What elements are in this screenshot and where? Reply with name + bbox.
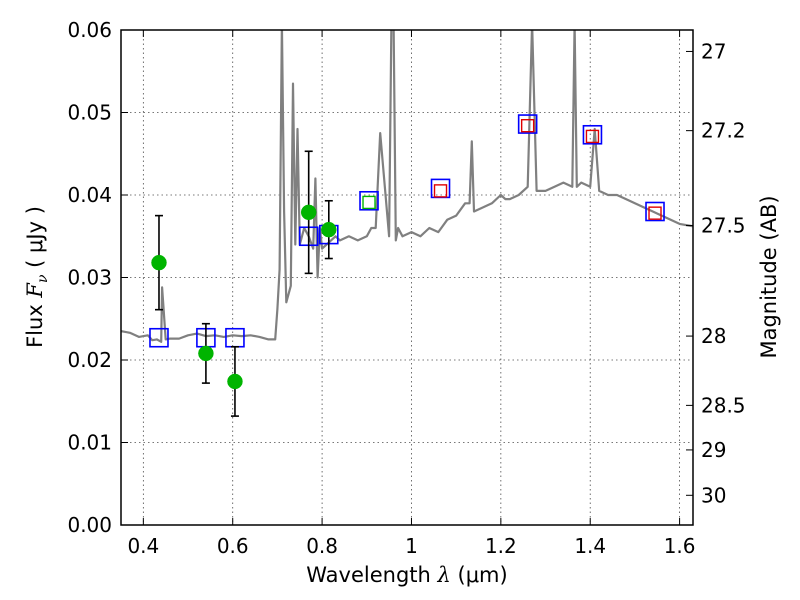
y2-tick-label: 28.5 <box>701 393 746 417</box>
observed-open-square <box>585 129 600 144</box>
observed-point <box>300 204 317 221</box>
x-tick-label: 0.4 <box>127 534 159 558</box>
observed-point <box>198 345 214 362</box>
model-spectrum-line <box>121 30 693 343</box>
model-band-flux-square <box>359 190 379 211</box>
observed-open-square <box>362 195 376 210</box>
y-tick-label: 0.05 <box>67 101 112 125</box>
x-tick-label: 1.6 <box>664 534 696 558</box>
grid <box>121 29 693 526</box>
y-tick-label: 0.02 <box>67 348 112 372</box>
x-tick-label: 1 <box>405 534 418 558</box>
y-tick-label: 0.04 <box>67 183 112 207</box>
observed-open-square <box>648 206 662 220</box>
y2-tick-label: 30 <box>701 483 726 507</box>
observed-point <box>151 254 167 271</box>
y-axis-label: Flux Fν ( μJy ) <box>23 206 51 348</box>
y-tick-label: 0.00 <box>67 513 112 537</box>
plot-area <box>121 30 693 417</box>
y2-tick-label: 27.2 <box>701 119 746 143</box>
model-band-flux-square <box>225 327 245 348</box>
y2-tick-label: 29 <box>701 438 726 462</box>
axes: 0.4 0.6 0.8 1 1.2 1.4 1.6 0.00 0.01 0.02 0.03 0.04 0… <box>67 18 745 558</box>
x-axis-label: Wavelength λ (μm) <box>306 563 507 587</box>
observed-open-square <box>520 118 535 133</box>
y2-tick-label: 27 <box>701 39 726 63</box>
observed-open-square <box>433 184 448 198</box>
y-tick-label: 0.01 <box>67 431 112 455</box>
x-tick-label: 0.8 <box>306 534 338 558</box>
y2-tick-label: 28 <box>701 324 726 348</box>
y-tick-label: 0.06 <box>67 18 112 42</box>
y2-axis-label: Magnitude (AB) <box>757 195 781 358</box>
x-tick-label: 0.6 <box>217 534 249 558</box>
model-band-flux-square <box>517 114 538 134</box>
model-band-flux-square <box>149 327 169 348</box>
y2-tick-label: 27.5 <box>701 214 746 238</box>
observed-point <box>227 373 243 390</box>
model-band-flux-square <box>645 201 665 222</box>
y-tick-label: 0.03 <box>67 266 112 290</box>
x-tick-label: 1.2 <box>485 534 517 558</box>
observed-point <box>321 221 337 238</box>
x-tick-label: 1.4 <box>574 534 606 558</box>
model-band-flux-square <box>582 124 603 145</box>
